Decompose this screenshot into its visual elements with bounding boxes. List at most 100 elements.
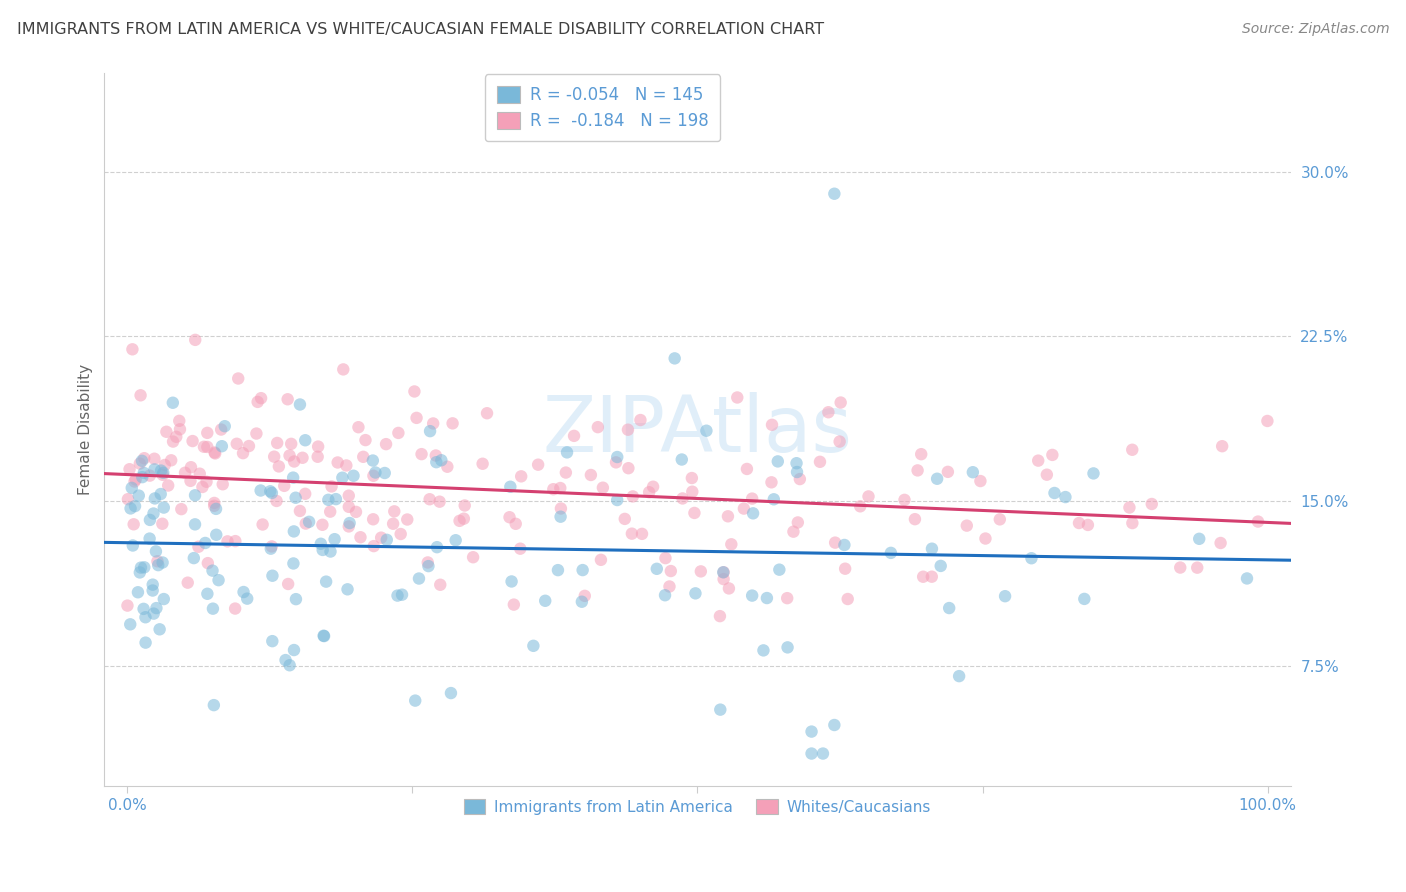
Point [131, 470, 153, 484]
Point [425, 455, 447, 469]
Point [277, 392, 299, 407]
Point [250, 391, 273, 405]
Point [880, 546, 903, 560]
Point [776, 591, 799, 606]
Point [671, 452, 693, 467]
Point [335, 458, 357, 473]
Point [319, 544, 342, 558]
Point [122, 517, 145, 532]
Point [145, 544, 167, 558]
Point [994, 589, 1017, 603]
Point [337, 489, 360, 503]
Point [605, 455, 627, 469]
Point [267, 459, 290, 474]
Point [283, 557, 305, 571]
Point [225, 437, 247, 451]
Point [125, 473, 148, 487]
Point [274, 653, 297, 667]
Point [263, 450, 285, 464]
Point [260, 541, 283, 556]
Point [121, 539, 143, 553]
Point [157, 478, 180, 492]
Point [354, 433, 377, 447]
Point [291, 450, 314, 465]
Point [1236, 571, 1258, 585]
Point [195, 440, 218, 454]
Point [725, 391, 748, 405]
Point [325, 492, 347, 507]
Point [620, 526, 643, 541]
Point [613, 512, 636, 526]
Point [226, 371, 249, 385]
Point [391, 588, 413, 602]
Point [1118, 500, 1140, 515]
Point [134, 610, 156, 624]
Point [893, 492, 915, 507]
Point [127, 585, 149, 599]
Point [284, 592, 307, 607]
Point [664, 351, 686, 366]
Point [349, 530, 371, 544]
Point [631, 526, 654, 541]
Point [146, 554, 169, 568]
Point [811, 747, 834, 761]
Point [337, 500, 360, 514]
Point [554, 466, 576, 480]
Point [1043, 486, 1066, 500]
Point [202, 499, 225, 513]
Point [201, 564, 224, 578]
Point [426, 540, 449, 554]
Point [389, 527, 412, 541]
Point [311, 543, 333, 558]
Point [205, 501, 228, 516]
Point [969, 474, 991, 488]
Point [191, 480, 214, 494]
Point [262, 634, 284, 648]
Point [143, 462, 166, 476]
Point [288, 397, 311, 411]
Point [1247, 515, 1270, 529]
Point [717, 582, 740, 596]
Point [347, 420, 370, 434]
Point [1187, 560, 1209, 574]
Point [128, 457, 150, 471]
Point [1073, 591, 1095, 606]
Legend: Immigrants from Latin America, Whites/Caucasians: Immigrants from Latin America, Whites/Ca… [453, 788, 942, 825]
Point [921, 541, 943, 556]
Point [411, 447, 433, 461]
Point [425, 449, 447, 463]
Point [280, 437, 302, 451]
Point [974, 532, 997, 546]
Point [277, 577, 299, 591]
Point [152, 592, 174, 607]
Point [211, 477, 233, 491]
Text: IMMIGRANTS FROM LATIN AMERICA VS WHITE/CAUCASIAN FEMALE DISABILITY CORRELATION C: IMMIGRANTS FROM LATIN AMERICA VS WHITE/C… [17, 22, 824, 37]
Point [695, 424, 717, 438]
Point [131, 454, 153, 468]
Point [416, 556, 439, 570]
Point [550, 509, 572, 524]
Point [440, 686, 463, 700]
Point [307, 440, 329, 454]
Point [134, 451, 156, 466]
Point [148, 558, 170, 573]
Point [246, 395, 269, 409]
Point [195, 425, 218, 440]
Point [681, 471, 703, 485]
Point [193, 440, 215, 454]
Point [766, 454, 789, 468]
Point [169, 414, 191, 428]
Point [181, 434, 204, 448]
Point [342, 468, 364, 483]
Point [187, 540, 209, 554]
Point [1026, 453, 1049, 467]
Point [294, 516, 316, 531]
Point [454, 499, 477, 513]
Point [174, 466, 197, 480]
Point [214, 419, 236, 434]
Point [800, 747, 823, 761]
Point [284, 491, 307, 505]
Point [617, 461, 640, 475]
Point [768, 563, 790, 577]
Point [314, 629, 336, 643]
